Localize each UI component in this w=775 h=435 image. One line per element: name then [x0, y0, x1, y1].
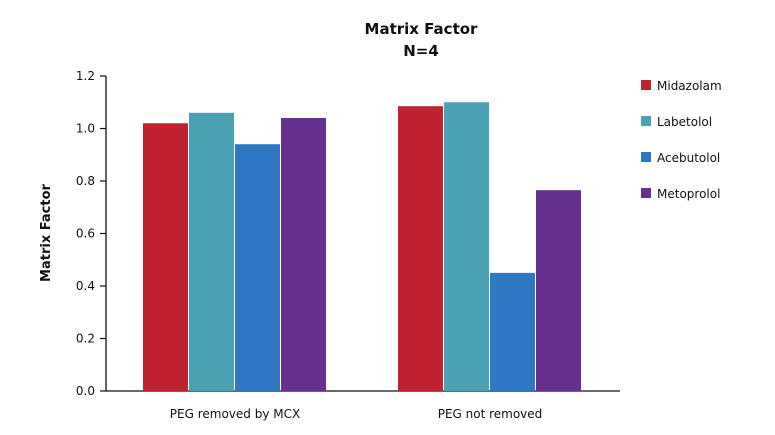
legend-label-acebutolol: Acebutolol [657, 151, 720, 165]
legend-swatch-acebutolol [641, 152, 651, 162]
bar-midazolam-0 [143, 123, 188, 391]
y-tick-label: 1.0 [76, 122, 95, 136]
y-tick-label: 1.2 [76, 69, 95, 83]
bar-metoprolol-0 [281, 118, 326, 391]
legend-label-midazolam: Midazolam [657, 79, 722, 93]
y-tick-label: 0.4 [76, 279, 95, 293]
y-ticks: 0.0 0.2 0.4 0.6 0.8 1.0 1.2 [76, 69, 106, 398]
chart-title: Matrix Factor [365, 20, 479, 38]
x-category-labels: PEG removed by MCX PEG not removed [170, 407, 543, 421]
y-tick-label: 0.0 [76, 384, 95, 398]
y-axis-title: Matrix Factor [39, 183, 54, 281]
bar-acebutolol-1 [490, 272, 535, 391]
legend-swatch-labetolol [641, 116, 651, 126]
x-category-label: PEG removed by MCX [170, 407, 300, 421]
x-category-label: PEG not removed [438, 407, 543, 421]
y-tick-label: 0.8 [76, 174, 95, 188]
y-tick-label: 0.6 [76, 227, 95, 241]
legend-label-metoprolol: Metoprolol [657, 187, 720, 201]
legend-label-labetolol: Labetolol [657, 115, 712, 129]
bar-metoprolol-1 [536, 190, 581, 391]
bar-acebutolol-0 [235, 144, 280, 391]
bars [143, 102, 581, 391]
bar-labetolol-0 [189, 112, 234, 391]
chart-subtitle: N=4 [403, 42, 439, 60]
legend: Midazolam Labetolol Acebutolol Metoprolol [641, 79, 722, 201]
legend-swatch-metoprolol [641, 188, 651, 198]
legend-swatch-midazolam [641, 80, 651, 90]
bar-midazolam-1 [398, 106, 443, 391]
y-tick-label: 0.2 [76, 332, 95, 346]
bar-labetolol-1 [444, 102, 489, 391]
